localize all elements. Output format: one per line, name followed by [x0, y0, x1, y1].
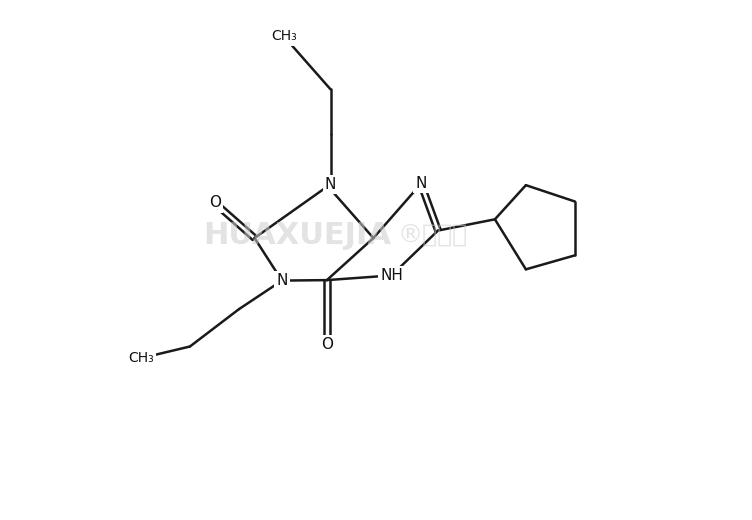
Text: CH₃: CH₃ [271, 30, 297, 44]
Text: N: N [325, 177, 336, 192]
Text: ®化学加: ®化学加 [398, 224, 468, 248]
Text: NH: NH [380, 268, 403, 283]
Text: CH₃: CH₃ [128, 351, 153, 365]
Text: HUAXUEJIA: HUAXUEJIA [204, 221, 392, 250]
Text: N: N [276, 273, 287, 288]
Text: O: O [321, 336, 333, 352]
Text: N: N [415, 176, 426, 191]
Text: O: O [209, 196, 221, 211]
